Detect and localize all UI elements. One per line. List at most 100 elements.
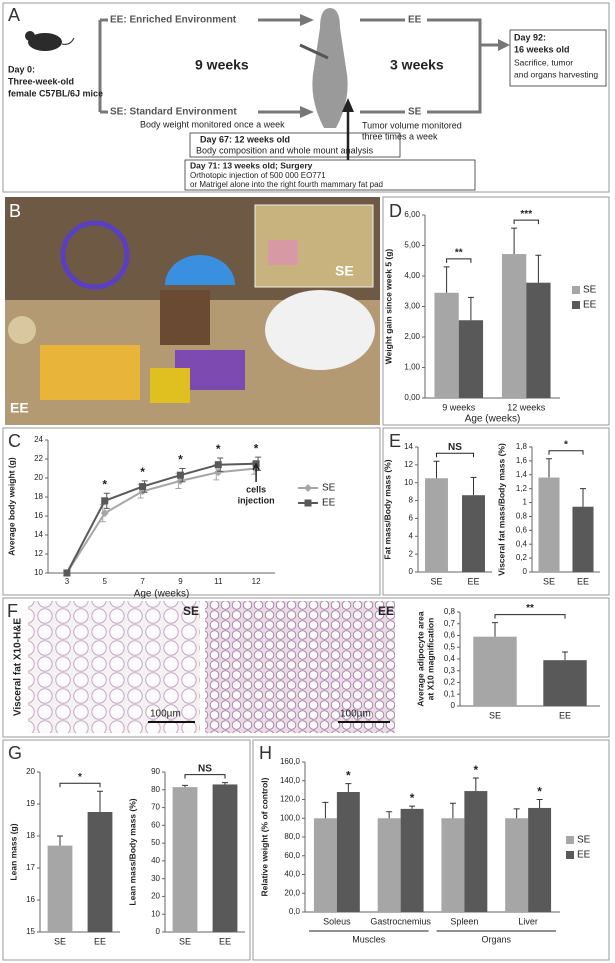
point (100, 509, 109, 518)
y-tick-label: 2 (409, 549, 414, 558)
y-tick-label: 8 (409, 496, 414, 505)
mouse-figure (312, 8, 348, 128)
syringe (299, 43, 329, 60)
bar (313, 818, 337, 912)
y-axis-label: at X10 magnification (425, 618, 435, 701)
panel-label: F (7, 601, 18, 621)
error-bar (546, 458, 552, 478)
y-tick-label: 10 (151, 909, 160, 918)
diagram: EE: Enriched Environment SE: Standard En… (8, 8, 607, 191)
significance-label: * (346, 769, 351, 783)
y-tick-label: 0 (451, 701, 456, 710)
legend-swatch (566, 851, 574, 859)
branch-label: EE: Enriched Environment (110, 15, 237, 26)
note: cells (246, 484, 266, 494)
x-tick-label: 12 weeks (507, 402, 546, 412)
legend-marker (304, 484, 312, 492)
y-tick-label: 16 (34, 511, 43, 520)
photo-label: SE (335, 263, 354, 279)
error-bar (322, 801, 329, 819)
bar (400, 808, 424, 912)
panel-frame (252, 739, 610, 961)
x-tick-label: 12 (252, 577, 261, 586)
y-tick-label: 20 (26, 767, 35, 776)
y-axis-label: Weight gain since week 5 (g) (383, 249, 393, 365)
note-box (184, 159, 476, 191)
bar (212, 784, 238, 932)
y-tick-label: 16 (26, 895, 35, 904)
y-tick-label: 20 (34, 473, 43, 482)
x-axis-label: Age (weeks) (465, 414, 521, 425)
series-line (66, 467, 257, 574)
error-bar (386, 811, 393, 819)
note-line: Day 67: 12 weeks old (200, 134, 290, 144)
x-tick-label: EE (94, 936, 106, 946)
branch-label: EE (408, 15, 422, 26)
significance-label: NS (198, 763, 212, 774)
panel-frame (2, 597, 610, 738)
significance-label: * (216, 442, 221, 456)
photo-label: EE (10, 400, 29, 416)
note: Body weight monitored once a week (140, 119, 285, 129)
x-tick-label: 7 (140, 577, 145, 586)
histology-photo (28, 601, 200, 733)
y-tick-label: 0,4 (444, 654, 456, 663)
arrowheads (300, 14, 314, 118)
y-tick-label: 80,0 (284, 832, 300, 841)
error-bar (562, 651, 568, 661)
y-tick-label: 0,4 (516, 539, 528, 548)
y-tick-label: 0,8 (516, 512, 528, 521)
y-tick-label: 12 (34, 549, 43, 558)
significance-bracket (436, 452, 474, 458)
y-tick-label: 15 (26, 927, 35, 936)
significance-label: * (102, 477, 107, 491)
y-tick-label: 90 (151, 767, 160, 776)
histology-photo (205, 601, 395, 733)
y-axis-label: Average adipocyte area (415, 611, 425, 706)
y-axis-label: Lean mass (g) (8, 823, 18, 880)
panel-label: A (8, 5, 20, 25)
significance-bracket (59, 782, 101, 788)
duration: 9 weeks (195, 57, 249, 73)
note-line: Day 71: 13 weeks old; Surgery (190, 160, 313, 170)
bar (441, 818, 465, 912)
x-tick-label: 5 (103, 577, 108, 586)
error-bar (222, 782, 228, 785)
y-tick-label: 0,6 (516, 525, 528, 534)
y-tick-label: 0 (409, 567, 414, 576)
error-bar (345, 783, 352, 792)
significance-label: * (178, 453, 183, 467)
y-tick-label: 0,1 (444, 689, 456, 698)
point (214, 461, 222, 469)
x-tick-label: SE (430, 576, 442, 586)
panel-frame (2, 427, 381, 596)
bar (528, 807, 552, 912)
panel-frame (2, 2, 610, 193)
significance-label: *** (520, 209, 532, 220)
legend-swatch (572, 301, 580, 309)
arrowhead (498, 39, 510, 51)
y-tick-label: 1 (523, 498, 528, 507)
bar (473, 636, 517, 706)
significance-label: ** (455, 247, 463, 258)
note-line: and organs harvesting (514, 69, 598, 79)
photo-label: EE (378, 604, 394, 618)
error-bar (97, 790, 103, 812)
error-bar (449, 802, 456, 819)
error-bar (536, 799, 543, 808)
legend-label: SE (577, 835, 591, 846)
legend-marker (304, 499, 312, 507)
bar (172, 787, 198, 932)
significance-bracket (548, 450, 584, 455)
note-line: Sacrifice, tumor (514, 57, 573, 67)
y-tick-label: 0,6 (444, 631, 456, 640)
note: injection (238, 495, 275, 505)
toy (40, 345, 140, 400)
y-tick-label: 0,00 (404, 393, 420, 402)
panel-label: G (8, 743, 22, 763)
scale-label: 100µm (150, 709, 181, 720)
bar (543, 660, 587, 706)
y-tick-label: 0,7 (444, 619, 456, 628)
error-bar (182, 784, 188, 788)
day0-line: Day 0: (8, 64, 35, 74)
